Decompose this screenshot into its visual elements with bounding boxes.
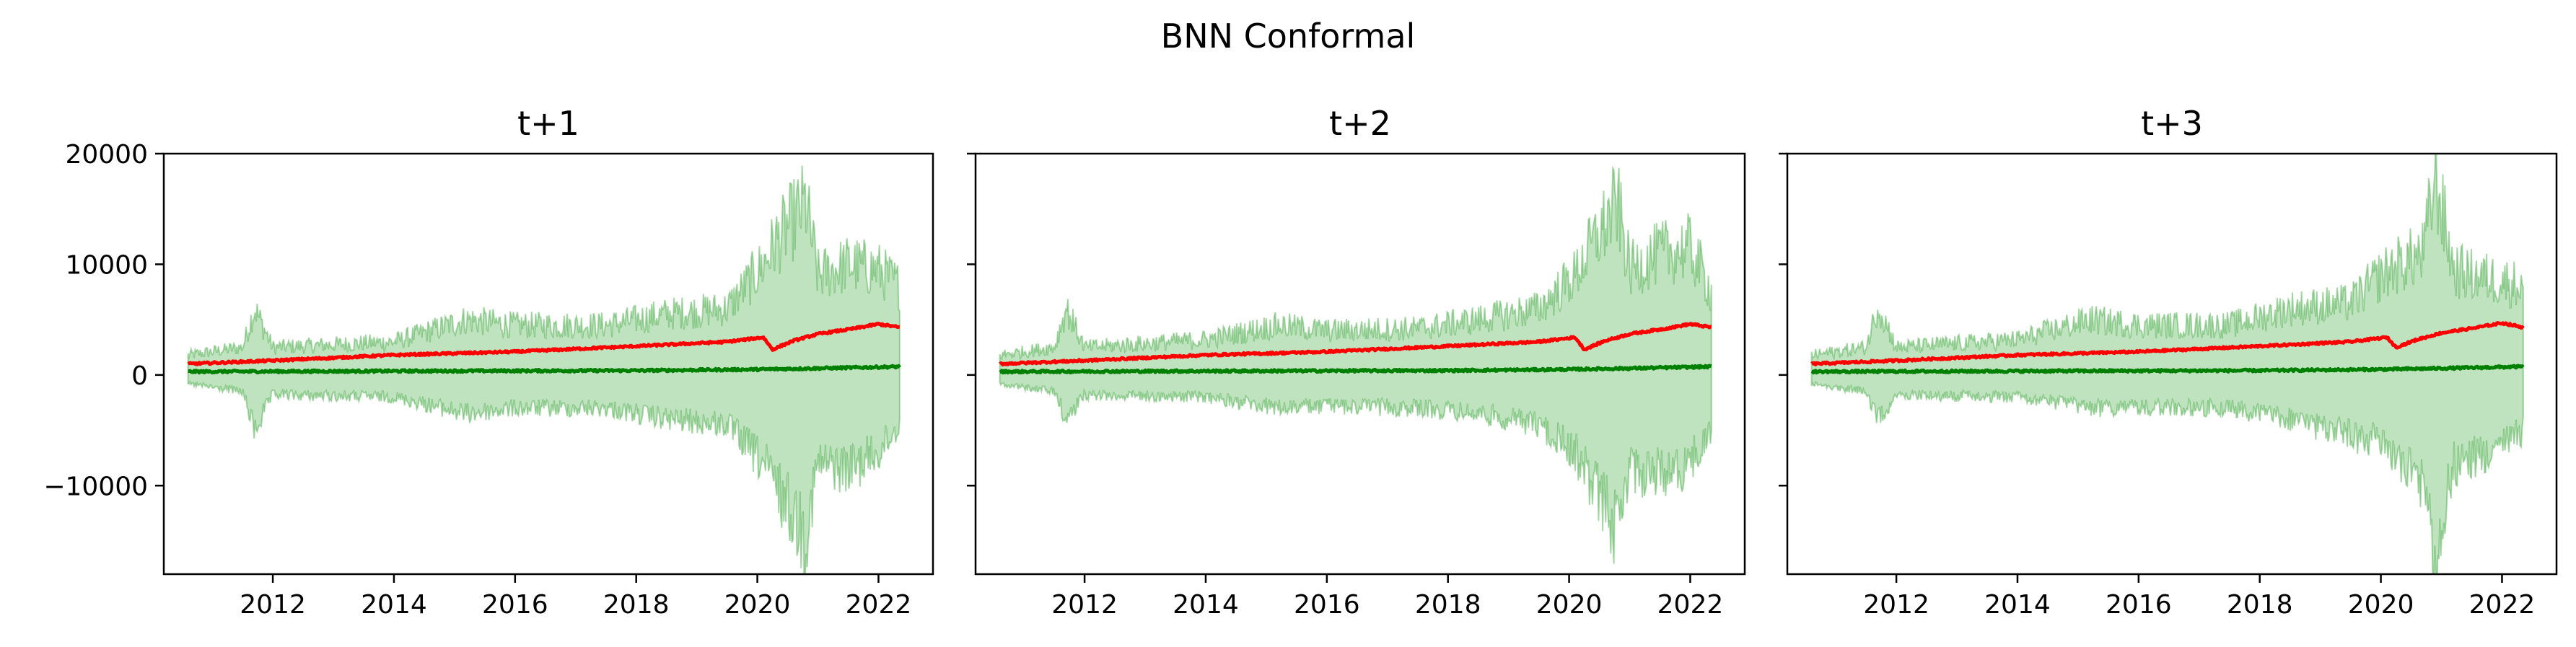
series-actual-line — [1810, 364, 2525, 375]
series-actual-line — [187, 364, 901, 375]
panels: t+1 2012 2014 2016 2018 2020 2022 20000 10000 0 −1… — [43, 104, 2558, 620]
y-tick-label: 0 — [131, 361, 148, 391]
x-tick-label: 2018 — [603, 590, 670, 620]
x-tick-label: 2018 — [2227, 590, 2293, 620]
x-tick-label: 2012 — [240, 590, 306, 620]
series-predicted-line — [999, 322, 1712, 367]
series-predicted-line — [1810, 321, 2525, 366]
panel-1: t+1 2012 2014 2016 2018 2020 2022 20000 10000 0 −1… — [43, 104, 934, 620]
axes-frame — [974, 152, 1746, 576]
x-tick-label: 2022 — [1657, 590, 1724, 620]
plot-area — [187, 165, 901, 574]
plot-area — [999, 165, 1712, 564]
axes-frame — [1786, 152, 2558, 576]
x-tick-label: 2014 — [1984, 590, 2051, 620]
x-tick-label: 2020 — [1536, 590, 1603, 620]
x-tick-label: 2014 — [361, 590, 427, 620]
x-tick-label: 2016 — [2106, 590, 2172, 620]
x-tick-label: 2022 — [846, 590, 912, 620]
x-tick-label: 2012 — [1051, 590, 1118, 620]
prediction-interval-band — [999, 165, 1712, 564]
x-tick-label: 2016 — [1294, 590, 1360, 620]
panel-2: t+2 2012 2014 2016 2018 2020 2022 — [967, 104, 1746, 620]
series-actual-line — [999, 364, 1712, 375]
panel-title: t+1 — [517, 104, 579, 143]
panel-title: t+3 — [2141, 104, 2203, 143]
prediction-interval-band — [1810, 154, 2524, 574]
y-tick-label: 20000 — [65, 140, 148, 170]
x-tick-label: 2014 — [1173, 590, 1239, 620]
panel-3: t+3 2012 2014 2016 2018 2020 2022 — [1779, 104, 2558, 620]
y-tick-label: −10000 — [43, 472, 148, 501]
figure-suptitle: BNN Conformal — [1161, 17, 1416, 56]
x-tick-label: 2016 — [482, 590, 548, 620]
x-tick-label: 2018 — [1415, 590, 1481, 620]
x-tick-label: 2020 — [2348, 590, 2414, 620]
series-predicted-line — [187, 321, 901, 366]
plot-area — [1810, 154, 2525, 574]
axes-frame — [162, 152, 934, 576]
panel-title: t+2 — [1329, 104, 1391, 143]
x-tick-label: 2012 — [1863, 590, 1929, 620]
x-tick-label: 2020 — [724, 590, 791, 620]
y-tick-label: 10000 — [65, 250, 148, 280]
x-tick-label: 2022 — [2469, 590, 2536, 620]
